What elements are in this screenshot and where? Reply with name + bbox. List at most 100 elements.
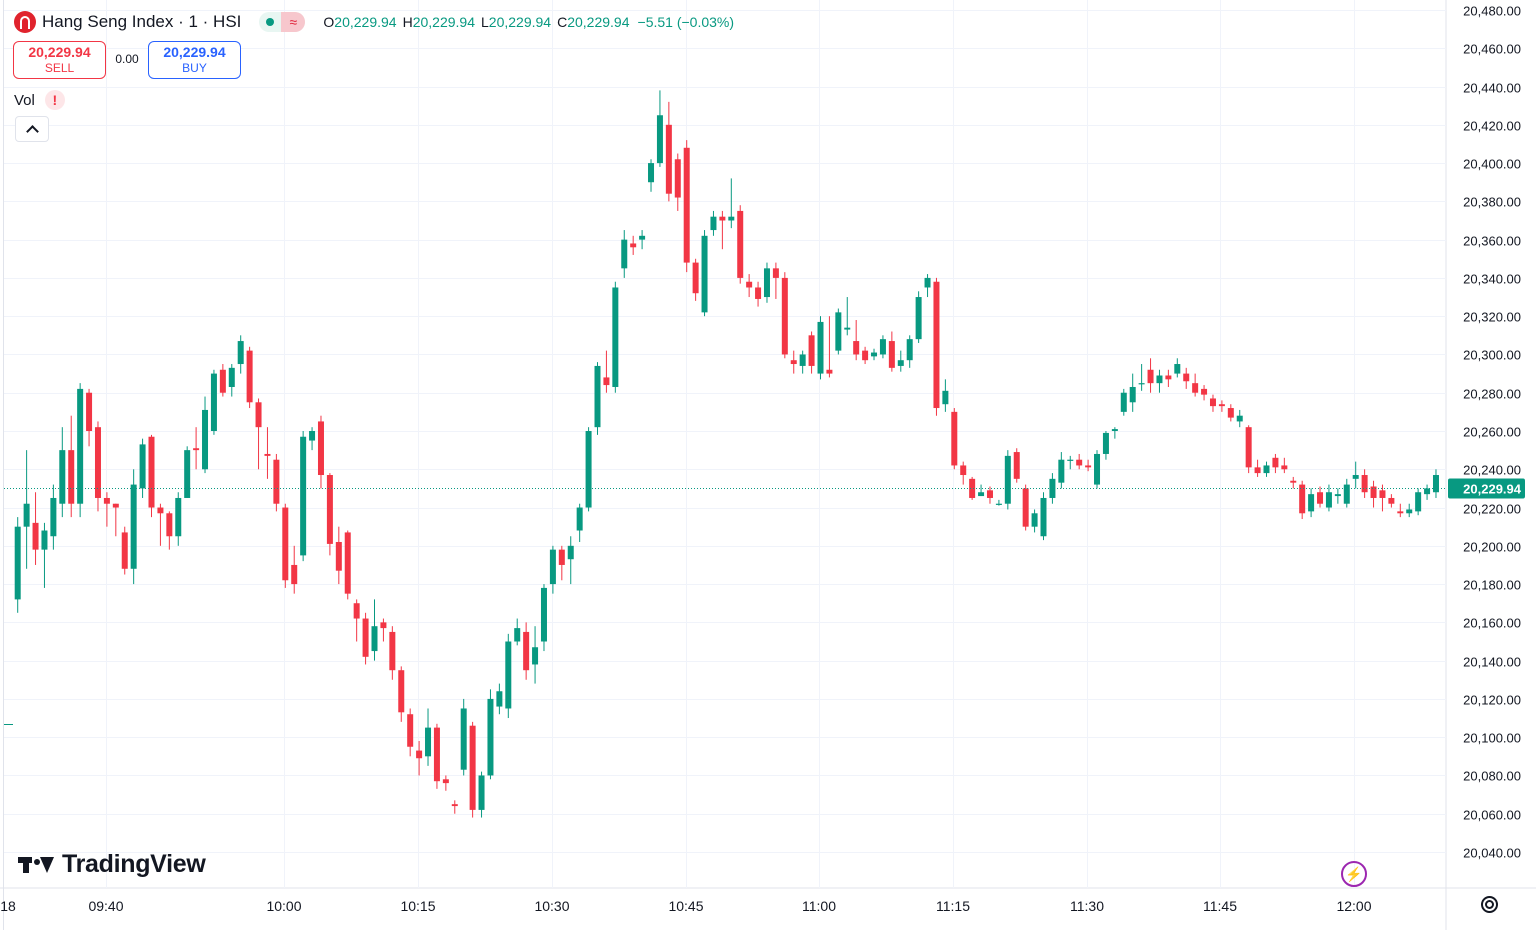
candle	[612, 281, 619, 393]
candle	[407, 708, 414, 757]
candle	[94, 421, 101, 512]
candle-body	[755, 287, 762, 299]
candle-body	[1147, 369, 1154, 384]
candle	[193, 427, 200, 470]
chevron-up-icon[interactable]	[15, 116, 49, 142]
candle-body	[1102, 432, 1109, 454]
candle	[175, 492, 182, 546]
candle	[630, 235, 637, 255]
lightning-icon[interactable]: ⚡	[1341, 861, 1367, 887]
time-tick-label: 10:45	[668, 898, 703, 914]
candle-body	[202, 409, 209, 470]
candle-body	[915, 297, 922, 340]
candle	[264, 427, 271, 479]
candle	[398, 666, 405, 722]
warning-icon[interactable]: !	[44, 90, 65, 110]
last-price-tag: 20,229.94	[1448, 478, 1525, 499]
candle	[746, 274, 753, 298]
candle	[871, 348, 878, 361]
candle-body	[469, 725, 476, 810]
candle	[1352, 461, 1359, 489]
candle-body	[1138, 383, 1145, 385]
candle-body	[772, 268, 779, 278]
price-change: −5.51 (−0.03%)	[637, 14, 735, 30]
candle	[237, 335, 244, 374]
time-tick-label: 11:00	[802, 898, 836, 914]
market-status-icon	[259, 12, 281, 32]
ohlc-high: H20,229.94	[402, 14, 475, 30]
candle-body	[264, 453, 271, 456]
candle-body	[130, 484, 137, 569]
candle	[924, 274, 931, 298]
candle-body	[737, 210, 744, 278]
candle-body	[808, 335, 815, 366]
ohlc-open: O20,229.94	[323, 14, 397, 30]
candle-body	[790, 360, 797, 365]
candle-body	[478, 775, 485, 810]
candle-body	[630, 243, 637, 248]
market-status-pill[interactable]: ≈	[259, 12, 306, 32]
candle	[1361, 469, 1368, 498]
candle	[59, 427, 66, 518]
price-tick-label: 20,300.00	[1463, 348, 1521, 363]
candle	[1013, 448, 1020, 483]
tradingview-logo[interactable]: TradingView	[18, 850, 206, 879]
candle-body	[1379, 490, 1386, 498]
buy-price: 20,229.94	[163, 44, 226, 60]
candle	[460, 698, 467, 776]
candle	[496, 683, 503, 715]
candle	[585, 427, 592, 512]
candle-body	[1299, 484, 1306, 514]
candle	[1031, 509, 1038, 533]
candle	[1325, 484, 1332, 512]
sell-button[interactable]: 20,229.94 SELL	[13, 41, 106, 79]
candle	[1129, 373, 1136, 412]
settings-icon[interactable]	[1481, 896, 1498, 913]
candle-body	[1334, 494, 1341, 497]
candle	[335, 526, 342, 585]
candle	[674, 153, 681, 211]
candle-body	[1218, 404, 1225, 407]
candle-body	[228, 367, 235, 387]
time-tick-label: 11:30	[1070, 898, 1104, 914]
candle	[755, 281, 762, 307]
candle	[32, 492, 39, 565]
symbol-title[interactable]: Hang Seng Index · 1 · HSI	[42, 12, 242, 31]
price-axis[interactable]: 20,480.00 20,460.00 20,440.00 20,420.00 20,4…	[1463, 4, 1521, 861]
time-axis[interactable]: 18 09:40 10:00 10:15 10:30 10:45 11:00 11:15 11:…	[0, 898, 1372, 914]
spread-value: 0.00	[115, 52, 139, 66]
volume-indicator[interactable]: Vol !	[14, 90, 65, 110]
candle-body	[1156, 375, 1163, 384]
candle	[790, 350, 797, 374]
time-tick-label: 09:40	[88, 898, 123, 914]
candle	[309, 427, 316, 451]
price-tick-label: 20,260.00	[1463, 425, 1521, 440]
candles-layer	[14, 90, 1439, 818]
candle	[139, 438, 146, 498]
candle	[1432, 469, 1439, 498]
candle-body	[969, 478, 976, 498]
candle-body	[157, 507, 164, 514]
price-tick-label: 20,360.00	[1463, 234, 1521, 249]
candle	[558, 545, 565, 581]
candle	[433, 723, 440, 789]
candle-body	[425, 727, 432, 757]
time-tick-label: 11:15	[936, 898, 970, 914]
candle-body	[978, 492, 985, 497]
candle-body	[1245, 427, 1252, 468]
price-tick-label: 20,200.00	[1463, 540, 1521, 555]
candle	[416, 741, 423, 776]
candle-body	[683, 147, 690, 263]
candle	[1004, 450, 1011, 510]
price-tick-label: 20,160.00	[1463, 616, 1521, 631]
candle-body	[558, 549, 565, 565]
price-tick-label: 20,400.00	[1463, 157, 1521, 172]
buy-button[interactable]: 20,229.94 BUY	[148, 41, 241, 79]
candle	[148, 434, 155, 518]
candle-body	[523, 631, 530, 671]
candle-body	[1325, 492, 1332, 508]
candle	[478, 771, 485, 818]
candle	[157, 503, 164, 546]
candle-body	[389, 631, 396, 671]
